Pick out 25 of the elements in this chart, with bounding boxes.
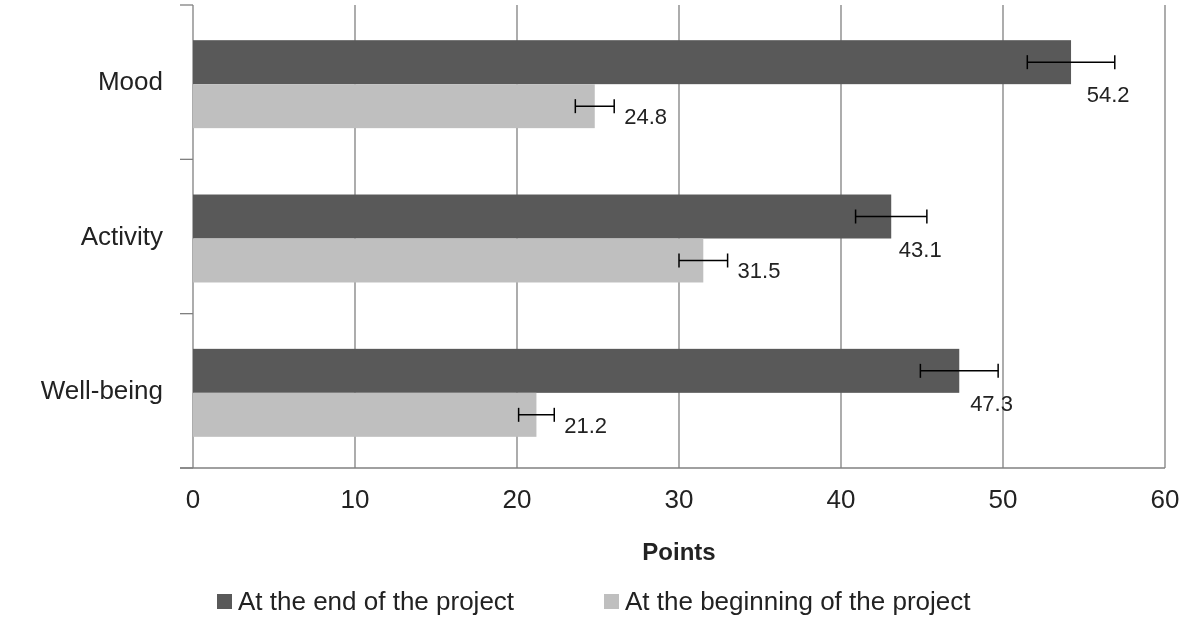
x-tick-label: 40 <box>826 484 856 514</box>
data-label: 21.2 <box>564 412 608 438</box>
x-tick-label: 60 <box>1150 484 1180 514</box>
x-axis-title: Points <box>642 538 716 565</box>
x-tick-label: 50 <box>988 484 1018 514</box>
x-tick-label: 30 <box>664 484 694 514</box>
y-tick-label: Well-being <box>40 374 163 405</box>
data-label: 43.1 <box>898 236 942 262</box>
legend-label: At the end of the project <box>238 586 515 616</box>
x-tick-label: 20 <box>502 484 532 514</box>
bar <box>193 348 960 393</box>
data-label: 31.5 <box>737 258 781 284</box>
data-label: 24.8 <box>624 104 668 130</box>
x-tick-label: 10 <box>340 484 370 514</box>
legend-label: At the beginning of the project <box>625 586 972 616</box>
y-tick-label: Activity <box>80 220 163 251</box>
bar <box>193 392 537 437</box>
x-tick-label: 0 <box>185 484 201 514</box>
y-tick-label: Mood <box>97 66 163 97</box>
bar <box>193 84 595 129</box>
bar <box>193 194 892 239</box>
bar <box>193 238 704 283</box>
data-label: 54.2 <box>1086 82 1130 108</box>
bar <box>193 40 1072 85</box>
data-label: 47.3 <box>970 390 1013 416</box>
